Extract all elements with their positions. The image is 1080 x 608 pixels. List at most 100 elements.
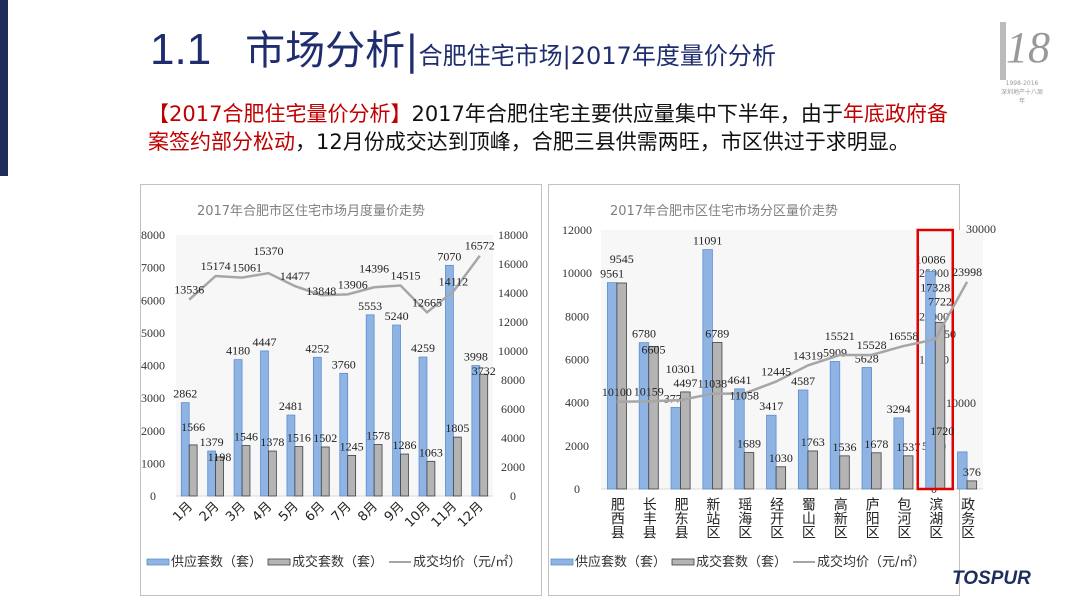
chart-title: 2017年合肥市区住宅市场分区量价走势 bbox=[610, 203, 838, 219]
supply-bar bbox=[392, 324, 401, 497]
deal-bar bbox=[268, 450, 277, 497]
price-data-label: 10301 bbox=[666, 362, 696, 376]
left-axis-tick: 8000 bbox=[565, 309, 589, 323]
deal-data-label: 1286 bbox=[393, 438, 417, 452]
deal-data-label: 4497 bbox=[673, 376, 697, 390]
right-axis-extra-label: 30000 bbox=[966, 222, 996, 236]
deal-data-label: 9545 bbox=[610, 252, 634, 266]
right-axis-tick: 10000 bbox=[498, 344, 528, 358]
left-axis-tick: 6000 bbox=[141, 293, 165, 307]
price-data-label: 11058 bbox=[729, 389, 759, 403]
logo-number: 18 bbox=[1000, 22, 1050, 80]
deal-data-label: 1537 bbox=[896, 440, 920, 454]
title-main: 市场分析| bbox=[245, 28, 419, 74]
category-label: 肥西县 bbox=[609, 497, 625, 539]
left-axis-tick: 10000 bbox=[562, 266, 592, 280]
price-data-label: 16572 bbox=[465, 239, 495, 253]
supply-bar bbox=[339, 372, 349, 497]
price-data-label: 15528 bbox=[857, 338, 887, 352]
price-data-label: 17328 bbox=[920, 280, 950, 294]
supply-bar bbox=[445, 264, 454, 497]
price-data-label: 13906 bbox=[338, 277, 368, 291]
supply-bar bbox=[312, 356, 322, 497]
anniversary-logo: 18 1998-2016 深圳地产十八周年 bbox=[1000, 22, 1050, 105]
price-data-label: 14477 bbox=[280, 269, 310, 283]
price-data-label: 10159 bbox=[634, 384, 664, 398]
deal-bar bbox=[400, 453, 409, 497]
deal-data-label: 7722 bbox=[928, 294, 952, 308]
right-axis-tick: 0 bbox=[510, 489, 516, 503]
left-axis-tick: 0 bbox=[574, 482, 580, 496]
left-axis-tick: 1000 bbox=[141, 456, 165, 470]
category-label: 瑶海区 bbox=[736, 497, 752, 539]
category-label: 包河区 bbox=[895, 497, 911, 539]
category-label: 3月 bbox=[223, 499, 249, 525]
tospur-logo: TOSPUR bbox=[952, 568, 1031, 589]
logo-years: 1998-2016 bbox=[1005, 80, 1039, 87]
supply-bar bbox=[957, 451, 968, 490]
deal-data-label: 1546 bbox=[234, 430, 258, 444]
deal-data-label: 1678 bbox=[864, 437, 888, 451]
supply-data-label: 1379 bbox=[200, 435, 224, 449]
deal-bar bbox=[839, 455, 850, 490]
category-label: 肥东县 bbox=[673, 497, 689, 539]
left-axis-tick: 2000 bbox=[565, 439, 589, 453]
left-axis-tick: 3000 bbox=[141, 391, 165, 405]
page-title: 1.1 市场分析|合肥住宅市场|2017年度量价分析 bbox=[150, 18, 776, 76]
deal-bar bbox=[215, 456, 224, 497]
supply-bar bbox=[734, 388, 745, 490]
supply-bar bbox=[418, 356, 428, 497]
price-data-label: 14515 bbox=[391, 269, 421, 283]
deal-data-label: 1502 bbox=[313, 431, 337, 445]
deal-data-label: 1198 bbox=[208, 450, 232, 464]
deal-data-label: 1578 bbox=[366, 429, 390, 443]
deal-bar bbox=[648, 346, 659, 490]
right-axis-tick: 6000 bbox=[501, 402, 525, 416]
price-data-label: 12665 bbox=[412, 295, 442, 309]
category-label: 6月 bbox=[302, 499, 328, 525]
supply-bar bbox=[365, 314, 375, 497]
logo-caption: 深圳地产十八周年 bbox=[1000, 89, 1043, 105]
supply-bar bbox=[180, 402, 190, 497]
plot-area bbox=[176, 235, 493, 496]
legend-label: 供应套数（套） bbox=[575, 554, 666, 570]
category-label: 2月 bbox=[197, 499, 223, 525]
deal-data-label: 1516 bbox=[287, 431, 311, 445]
supply-bar bbox=[797, 389, 809, 490]
title-sub: 合肥住宅市场|2017年度量价分析 bbox=[418, 42, 776, 70]
supply-data-label: 4259 bbox=[411, 341, 435, 355]
category-label: 8月 bbox=[355, 499, 381, 525]
right-axis-tick: 12000 bbox=[498, 315, 528, 329]
price-data-label: 15521 bbox=[825, 329, 855, 343]
right-axis-tick: 8000 bbox=[501, 373, 525, 387]
deal-bar bbox=[775, 466, 787, 490]
category-label: 1月 bbox=[170, 499, 196, 525]
sidebar-accent-bar bbox=[0, 0, 8, 176]
deal-bar bbox=[479, 373, 489, 497]
category-label: 长丰县 bbox=[641, 497, 657, 539]
deal-bar bbox=[347, 454, 357, 497]
district-chart: 2017年合肥市区住宅市场分区量价走势 0 2000 4000 6000 8000 1000… bbox=[548, 184, 996, 596]
deal-data-label: 1245 bbox=[340, 439, 364, 453]
legend-swatch bbox=[146, 558, 170, 566]
supply-bar bbox=[286, 414, 296, 497]
deal-bar bbox=[680, 391, 691, 490]
right-axis-tick: 2000 bbox=[501, 460, 525, 474]
deal-bar bbox=[452, 436, 462, 497]
supply-data-label: 3760 bbox=[332, 357, 356, 371]
supply-data-label: 4641 bbox=[727, 373, 751, 387]
right-axis-tick: 4000 bbox=[501, 431, 525, 445]
deal-bar bbox=[320, 446, 330, 497]
price-data-label: 14396 bbox=[359, 261, 389, 275]
monthly-chart: 2017年合肥市区住宅市场月度量价走势 0 1000 2000 3000 4000 5000… bbox=[140, 184, 542, 596]
price-data-label: 15174 bbox=[201, 259, 231, 273]
deal-bar bbox=[241, 445, 251, 497]
price-data-label: 12445 bbox=[761, 365, 791, 379]
right-axis-tick: 18000 bbox=[498, 228, 528, 242]
category-label: 4月 bbox=[250, 499, 276, 525]
supply-bar bbox=[260, 350, 269, 497]
supply-bar bbox=[471, 365, 481, 497]
price-data-label: 13848 bbox=[306, 284, 336, 298]
left-axis-tick: 5000 bbox=[141, 326, 165, 340]
category-label: 政务区 bbox=[959, 497, 975, 539]
